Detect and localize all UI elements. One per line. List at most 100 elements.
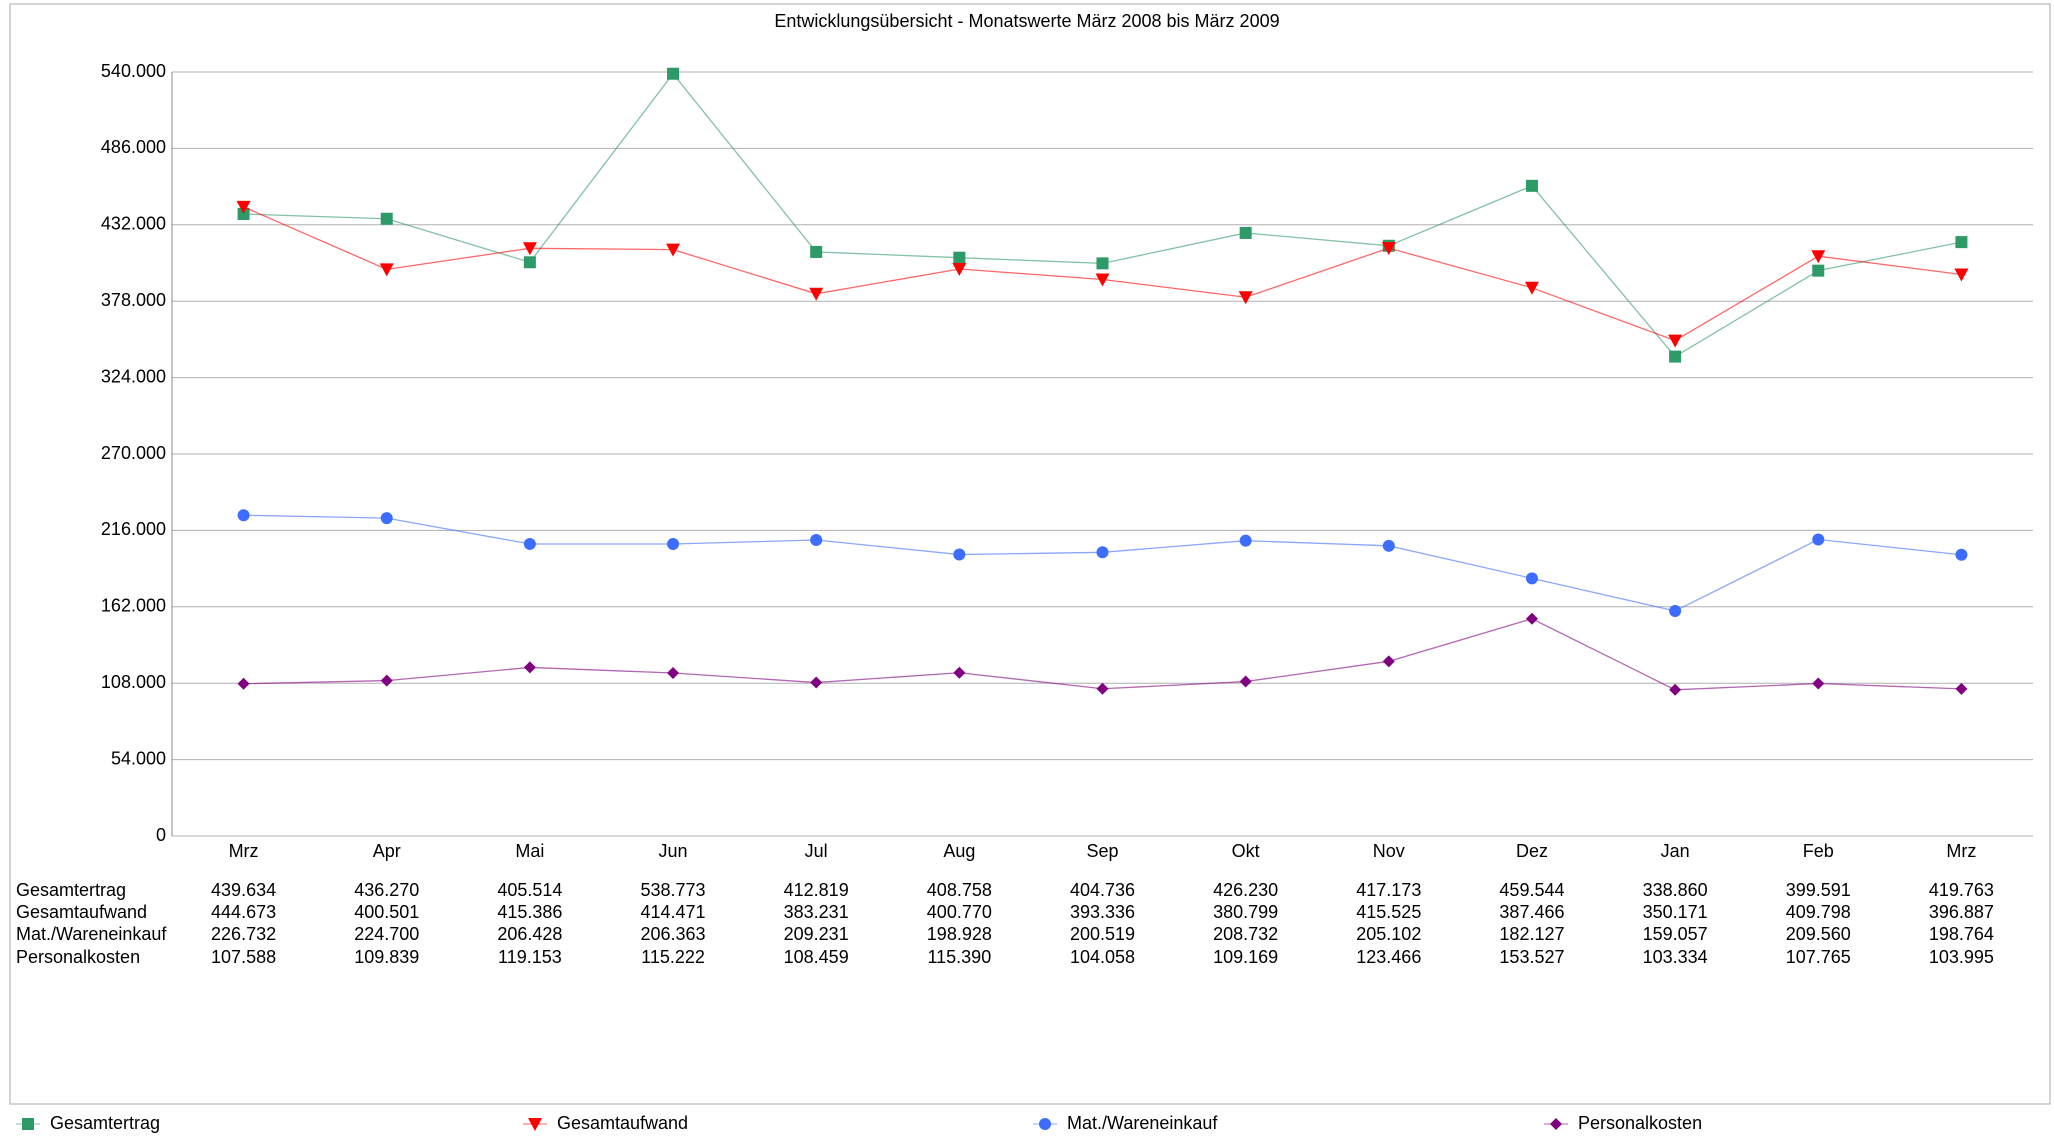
- legend-label: Personalkosten: [1578, 1113, 1702, 1133]
- data-point: [952, 262, 967, 276]
- table-cell: 399.591: [1786, 880, 1851, 900]
- data-point: [1096, 257, 1109, 270]
- data-point: [1955, 682, 1968, 695]
- table-cell: 224.700: [354, 924, 419, 944]
- table-cell: 436.270: [354, 880, 419, 900]
- data-point: [1669, 350, 1682, 363]
- legend-label: Gesamtaufwand: [557, 1113, 688, 1133]
- table-cell: 119.153: [498, 947, 562, 967]
- table-cell: 350.171: [1643, 902, 1708, 922]
- series-line: [243, 618, 1962, 691]
- y-tick-label: 162.000: [101, 596, 166, 616]
- y-tick-label: 216.000: [101, 519, 166, 539]
- table-cell: 115.390: [927, 947, 991, 967]
- data-point: [1239, 226, 1252, 239]
- table-cell: 198.764: [1929, 924, 1994, 944]
- data-point: [1239, 534, 1252, 547]
- data-point: [1955, 548, 1968, 561]
- data-point: [1525, 179, 1538, 192]
- table-cell: 444.673: [211, 902, 276, 922]
- table-cell: 182.127: [1499, 924, 1564, 944]
- table-cell: 123.466: [1356, 947, 1421, 967]
- data-point: [523, 537, 536, 550]
- table-cell: 115.222: [641, 947, 705, 967]
- table-cell: 417.173: [1356, 880, 1421, 900]
- data-point: [810, 533, 823, 546]
- table-row-label: Mat./Wareneinkauf: [16, 924, 167, 944]
- data-point: [1669, 683, 1682, 696]
- data-point: [1096, 682, 1109, 695]
- data-point: [1382, 539, 1395, 552]
- data-point: [523, 661, 536, 674]
- data-point: [1525, 612, 1538, 625]
- x-tick-label: Nov: [1373, 841, 1405, 861]
- data-point: [522, 242, 537, 256]
- table-cell: 226.732: [211, 924, 276, 944]
- x-tick-label: Jul: [805, 841, 828, 861]
- data-point: [810, 245, 823, 258]
- y-tick-label: 0: [156, 825, 166, 845]
- table-row-label: Personalkosten: [16, 947, 140, 967]
- y-tick-label: 54.000: [111, 748, 166, 768]
- table-cell: 400.501: [354, 902, 419, 922]
- legend-marker: [22, 1118, 34, 1130]
- table-cell: 387.466: [1499, 902, 1564, 922]
- y-tick-label: 324.000: [101, 366, 166, 386]
- table-cell: 408.758: [927, 880, 992, 900]
- data-point: [1524, 281, 1539, 295]
- legend-label: Gesamtertrag: [50, 1113, 160, 1133]
- data-point: [1811, 250, 1826, 264]
- table-cell: 104.058: [1070, 947, 1135, 967]
- table-cell: 405.514: [497, 880, 562, 900]
- table-cell: 459.544: [1499, 880, 1564, 900]
- data-point: [1955, 236, 1968, 249]
- data-point: [1812, 533, 1825, 546]
- data-point: [667, 67, 680, 80]
- table-cell: 419.763: [1929, 880, 1994, 900]
- series-line: [243, 72, 1962, 358]
- data-point: [523, 256, 536, 269]
- table-cell: 206.428: [497, 924, 562, 944]
- data-point: [1812, 264, 1825, 277]
- data-point: [236, 200, 251, 214]
- table-cell: 409.798: [1786, 902, 1851, 922]
- y-tick-label: 432.000: [101, 214, 166, 234]
- x-tick-label: Jun: [659, 841, 688, 861]
- table-cell: 396.887: [1929, 902, 1994, 922]
- data-point: [809, 287, 824, 301]
- chart-frame: [9, 3, 2051, 1105]
- legend-label: Mat./Wareneinkauf: [1067, 1113, 1218, 1133]
- table-cell: 107.588: [211, 947, 276, 967]
- data-point: [1954, 268, 1969, 282]
- table-row-label: Gesamtertrag: [16, 880, 126, 900]
- x-tick-label: Dez: [1516, 841, 1548, 861]
- table-cell: 209.560: [1786, 924, 1851, 944]
- table-cell: 103.995: [1929, 947, 1994, 967]
- x-tick-label: Sep: [1086, 841, 1118, 861]
- table-cell: 414.471: [640, 902, 705, 922]
- table-cell: 153.527: [1499, 947, 1564, 967]
- data-point: [380, 674, 393, 687]
- table-cell: 415.525: [1356, 902, 1421, 922]
- table-cell: 415.386: [497, 902, 562, 922]
- x-tick-label: Mrz: [229, 841, 259, 861]
- legend-marker: [528, 1118, 542, 1131]
- data-point: [666, 243, 681, 257]
- x-tick-label: Mai: [515, 841, 544, 861]
- y-tick-label: 378.000: [101, 290, 166, 310]
- legend-marker: [1039, 1118, 1051, 1130]
- data-point: [380, 512, 393, 525]
- table-cell: 412.819: [784, 880, 849, 900]
- x-tick-label: Okt: [1232, 841, 1260, 861]
- table-cell: 107.765: [1786, 947, 1851, 967]
- table-cell: 209.231: [784, 924, 849, 944]
- x-tick-label: Aug: [943, 841, 975, 861]
- data-point: [1668, 334, 1683, 348]
- y-tick-label: 486.000: [101, 137, 166, 157]
- data-point: [380, 212, 393, 225]
- y-tick-label: 270.000: [101, 443, 166, 463]
- table-cell: 404.736: [1070, 880, 1135, 900]
- data-point: [953, 548, 966, 561]
- table-row-label: Gesamtaufwand: [16, 902, 147, 922]
